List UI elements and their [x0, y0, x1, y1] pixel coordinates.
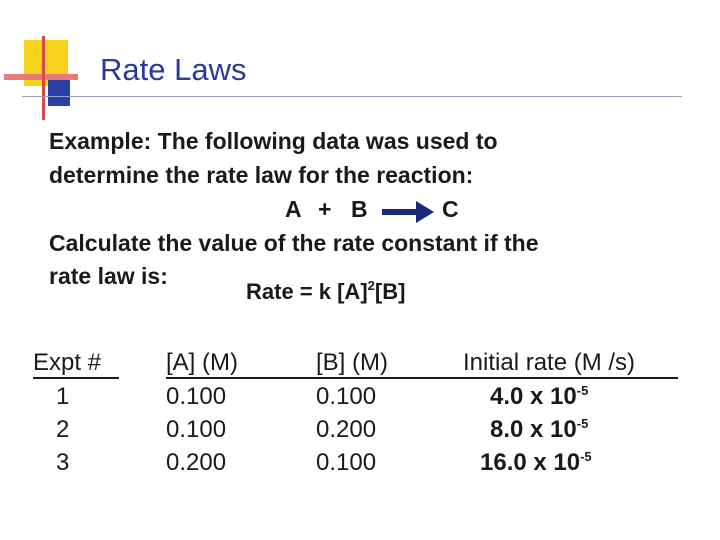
rate-law-prefix: Rate = k [A] — [246, 279, 368, 304]
corner-blue-square — [48, 76, 70, 106]
header-b-conc: [B] (M) — [316, 349, 388, 376]
header-expt-underline — [33, 377, 119, 379]
row-3-rate-exponent: -5 — [580, 449, 592, 464]
header-a-underline — [166, 377, 308, 379]
row-3-rate-base: 16.0 x 10 — [480, 449, 581, 476]
row-3-expt: 3 — [56, 449, 70, 476]
row-1-rate-exponent: -5 — [576, 383, 589, 398]
row-2-rate: 8.0 x 10-5 — [490, 416, 588, 444]
intro-line-1: Example: The following data was used to — [49, 128, 498, 154]
rate-law-exponent: 2 — [367, 278, 375, 293]
rate-law-suffix: [B] — [374, 279, 406, 304]
row-2-rate-exponent: -5 — [576, 416, 589, 431]
slide-title: Rate Laws — [100, 52, 247, 87]
row-1-expt: 1 — [56, 383, 70, 410]
intro-line-2: determine the rate law for the reaction: — [49, 162, 474, 188]
header-b-underline — [308, 377, 460, 379]
row-2-b: 0.200 — [316, 416, 377, 443]
row-3-b: 0.100 — [316, 449, 377, 476]
row-2-expt: 2 — [56, 416, 70, 443]
question-line-2: rate law is: — [49, 263, 168, 289]
row-3-a: 0.200 — [166, 449, 227, 476]
reaction-reactant-a: A — [285, 196, 302, 222]
reaction-reactant-b: B — [351, 196, 368, 222]
row-2-rate-base: 8.0 x 10 — [490, 416, 577, 443]
row-2-a: 0.100 — [166, 416, 227, 443]
corner-vertical-line — [42, 36, 45, 120]
header-expt: Expt # — [33, 349, 102, 376]
reaction-arrow-icon — [382, 201, 434, 223]
row-3-rate: 16.0 x 10-5 — [480, 449, 592, 477]
reaction-plus: + — [318, 196, 332, 222]
header-a-conc: [A] (M) — [166, 349, 238, 376]
row-1-rate-base: 4.0 x 10 — [490, 383, 577, 410]
row-1-rate: 4.0 x 10-5 — [490, 383, 588, 411]
row-1-a: 0.100 — [166, 383, 227, 410]
row-1-b: 0.100 — [316, 383, 377, 410]
header-initial-rate: Initial rate (M /s) — [463, 349, 636, 376]
corner-red-bar — [4, 74, 78, 80]
question-line-1: Calculate the value of the rate constant… — [49, 230, 539, 256]
header-rate-underline — [460, 377, 678, 379]
reaction-product: C — [442, 196, 459, 222]
title-divider — [22, 96, 682, 97]
rate-law-expression: Rate = k [A]2[B] — [246, 279, 405, 305]
